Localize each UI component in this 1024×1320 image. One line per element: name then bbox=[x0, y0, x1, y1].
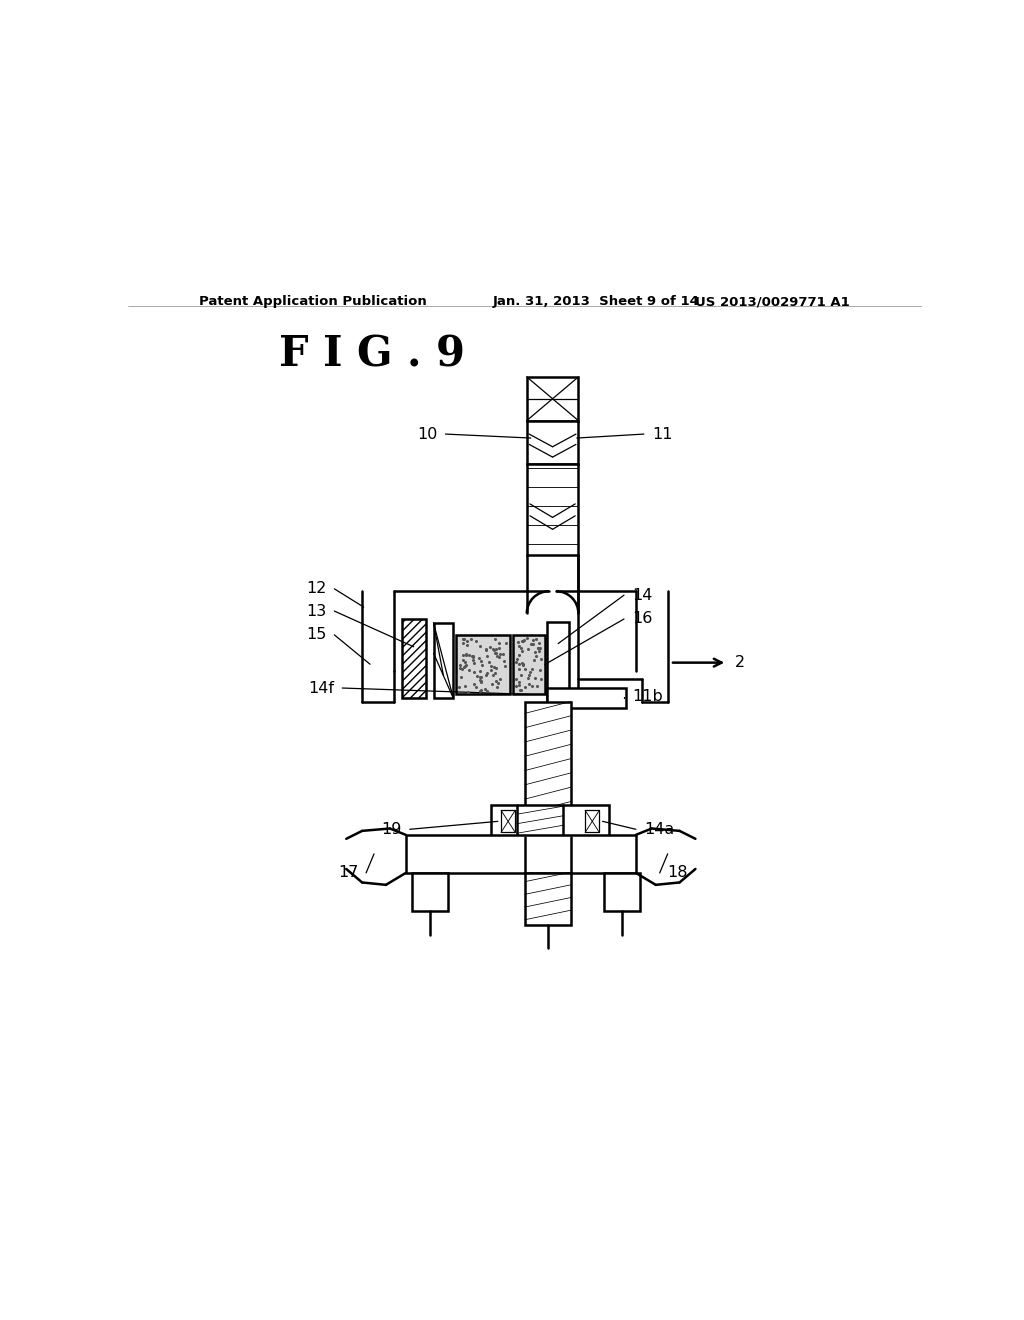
Bar bbox=[412, 873, 447, 911]
Text: Jan. 31, 2013  Sheet 9 of 14: Jan. 31, 2013 Sheet 9 of 14 bbox=[494, 296, 700, 308]
Text: 13: 13 bbox=[306, 603, 327, 619]
Text: F I G . 9: F I G . 9 bbox=[279, 333, 465, 375]
Text: 15: 15 bbox=[306, 627, 327, 643]
Bar bbox=[604, 873, 640, 911]
Bar bbox=[513, 635, 545, 694]
Text: 11b: 11b bbox=[632, 689, 663, 705]
Text: 2: 2 bbox=[735, 655, 745, 671]
Bar bbox=[501, 810, 515, 833]
Text: 10: 10 bbox=[417, 426, 437, 442]
Bar bbox=[585, 810, 599, 833]
Bar bbox=[401, 619, 426, 698]
Text: US 2013/0029771 A1: US 2013/0029771 A1 bbox=[695, 296, 850, 308]
Text: 19: 19 bbox=[381, 822, 401, 837]
Text: 14: 14 bbox=[632, 587, 652, 603]
Bar bbox=[526, 378, 579, 421]
Bar bbox=[456, 635, 510, 694]
Text: 14f: 14f bbox=[308, 681, 334, 696]
Text: 14a: 14a bbox=[644, 822, 674, 837]
Bar bbox=[524, 702, 570, 821]
Bar bbox=[433, 623, 454, 698]
Text: Patent Application Publication: Patent Application Publication bbox=[200, 296, 427, 308]
Bar bbox=[547, 688, 627, 708]
Text: 16: 16 bbox=[632, 611, 652, 627]
Bar bbox=[492, 805, 609, 837]
Text: 18: 18 bbox=[668, 866, 688, 880]
Bar bbox=[547, 622, 569, 708]
Bar bbox=[406, 834, 636, 873]
Text: 12: 12 bbox=[306, 581, 327, 597]
Bar bbox=[526, 465, 579, 556]
Bar bbox=[526, 421, 579, 465]
Text: 11: 11 bbox=[652, 426, 673, 442]
Text: 17: 17 bbox=[338, 866, 358, 880]
Bar bbox=[524, 873, 570, 924]
